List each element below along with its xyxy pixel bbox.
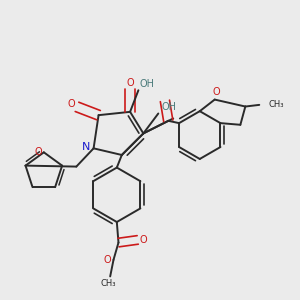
Text: O: O	[34, 147, 42, 157]
Text: O: O	[67, 98, 75, 109]
Text: OH: OH	[140, 79, 155, 88]
Text: OH: OH	[162, 102, 177, 112]
Text: O: O	[126, 78, 134, 88]
Text: N: N	[82, 142, 91, 152]
Text: CH₃: CH₃	[268, 100, 284, 109]
Text: O: O	[212, 87, 220, 97]
Text: CH₃: CH₃	[101, 278, 116, 287]
Text: O: O	[140, 235, 148, 245]
Text: O: O	[103, 255, 111, 265]
